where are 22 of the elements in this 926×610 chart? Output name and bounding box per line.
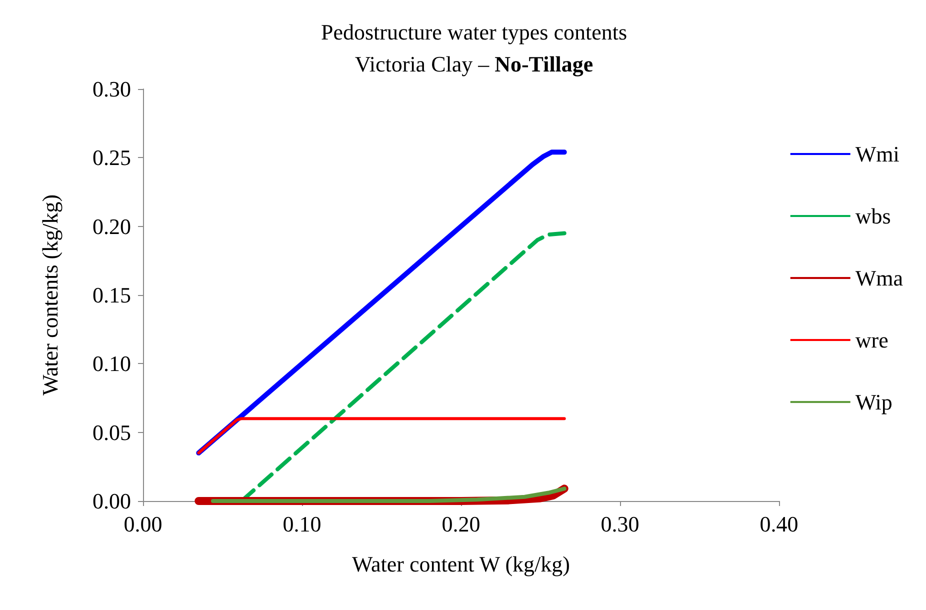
y-tick-label: 0.30 — [92, 76, 131, 102]
x-tick-label: 0.40 — [760, 512, 798, 536]
x-tick-label: 0.30 — [600, 512, 640, 536]
legend-label: wbs — [855, 204, 891, 228]
legend-label: Wip — [855, 390, 892, 414]
y-tick-label: 0.20 — [92, 214, 131, 239]
x-axis-title: Water content W (kg/kg) — [352, 552, 570, 576]
x-tick-label: 0.10 — [282, 512, 322, 536]
x-tick-label: 0.00 — [124, 512, 162, 536]
y-axis-title: Water contents (kg/kg) — [38, 194, 62, 396]
legend-label: wre — [855, 328, 888, 352]
legend-label: Wma — [855, 266, 904, 290]
line-series — [210, 486, 566, 503]
x-tick-label: 0.20 — [442, 512, 480, 536]
y-tick-label: 0.05 — [92, 420, 131, 445]
y-tick-label: 0.25 — [92, 145, 131, 170]
legend-label: Wmi — [855, 142, 900, 166]
y-tick-label: 0.00 — [92, 488, 131, 514]
y-tick-label: 0.10 — [92, 351, 131, 376]
chart-title: Pedostructure water types contents — [320, 20, 628, 44]
chart-subtitle: Victoria Clay – No-Tillage — [354, 52, 594, 76]
y-tick-label: 0.15 — [92, 282, 131, 308]
